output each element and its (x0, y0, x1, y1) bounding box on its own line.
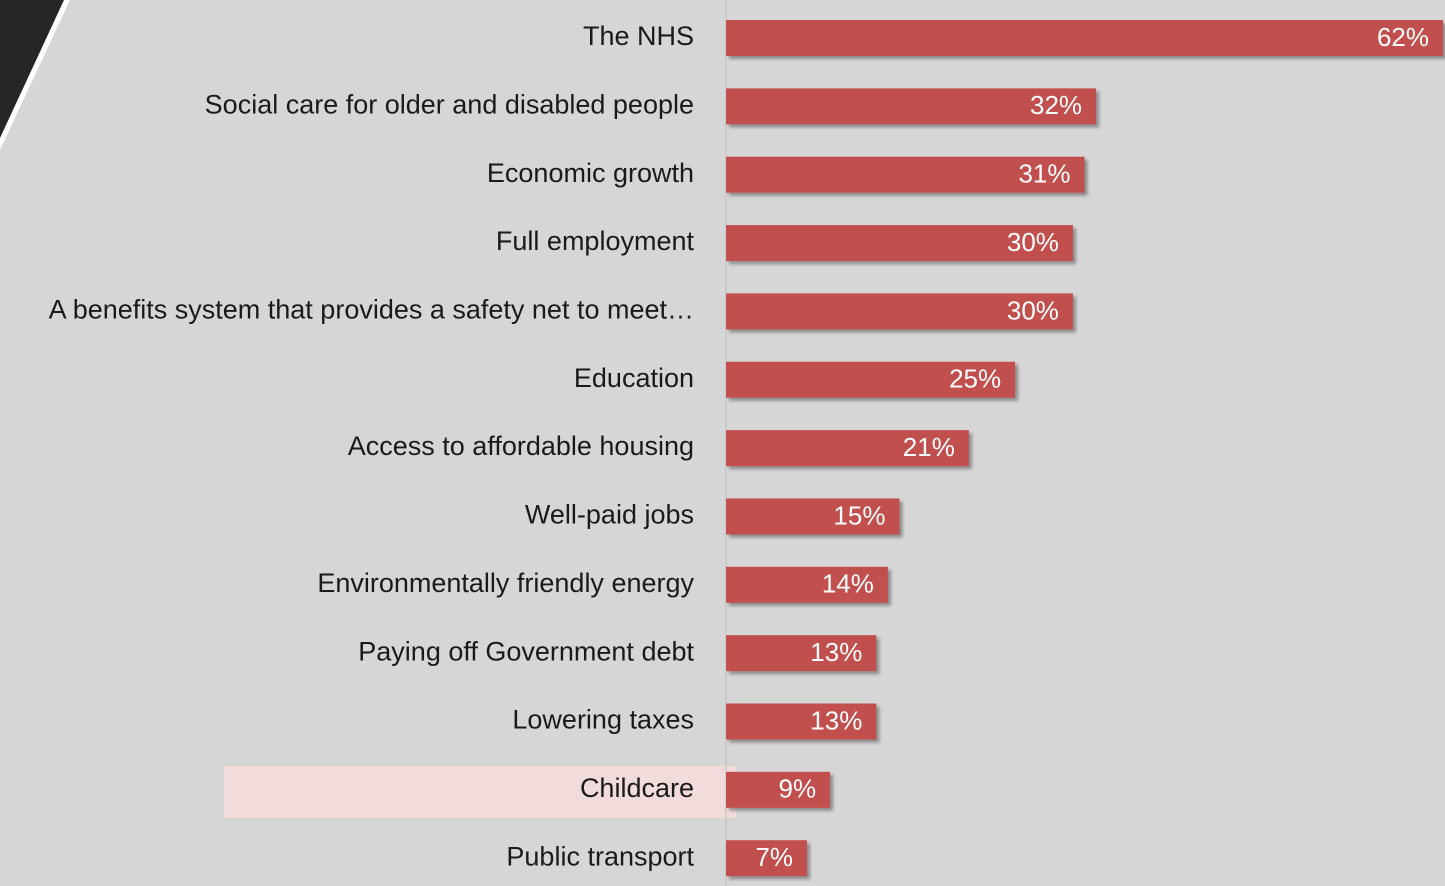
bar (726, 430, 969, 467)
value-label: 7% (755, 842, 793, 872)
category-label: Childcare (580, 773, 694, 803)
category-label: Education (574, 363, 694, 393)
value-label: 9% (779, 774, 817, 804)
value-label: 31% (1018, 159, 1070, 189)
bar (726, 156, 1085, 193)
bar (726, 840, 807, 877)
category-label: Environmentally friendly energy (317, 568, 694, 598)
bar (726, 498, 900, 535)
bar (726, 361, 1016, 398)
value-label: 14% (822, 569, 874, 599)
category-label: Access to affordable housing (348, 431, 694, 461)
category-label: Full employment (496, 226, 695, 256)
category-label: Lowering taxes (512, 705, 694, 735)
value-label: 32% (1030, 90, 1082, 120)
value-label: 13% (810, 637, 862, 667)
category-label: The NHS (583, 21, 694, 51)
value-label: 30% (1007, 227, 1059, 257)
value-label: 21% (903, 432, 955, 462)
bar (726, 771, 831, 808)
value-label: 13% (810, 705, 862, 735)
bar (726, 703, 877, 740)
category-label: Well-paid jobs (525, 500, 694, 530)
category-label: Paying off Government debt (358, 636, 694, 666)
category-label: Public transport (506, 841, 694, 871)
bar (726, 225, 1073, 262)
value-label: 30% (1007, 295, 1059, 325)
value-label: 15% (833, 500, 885, 530)
bar (726, 20, 1443, 56)
corner-shape (0, 0, 64, 138)
category-label: A benefits system that provides a safety… (49, 295, 694, 325)
bar (726, 88, 1097, 125)
bar (726, 635, 877, 672)
highlight (224, 766, 736, 818)
category-label: Social care for older and disabled peopl… (205, 89, 694, 119)
bar (726, 566, 888, 603)
category-label: Economic growth (487, 158, 694, 188)
value-label: 62% (1377, 22, 1429, 52)
bar (726, 293, 1073, 330)
value-label: 25% (949, 364, 1001, 394)
